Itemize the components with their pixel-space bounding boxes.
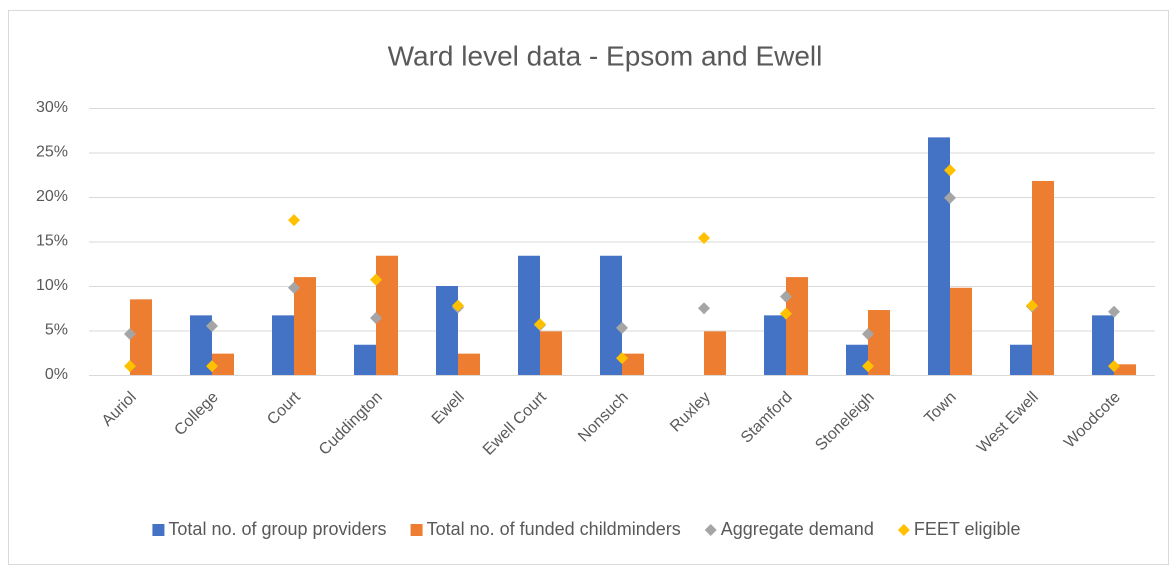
marker [616, 321, 628, 334]
y-tick-label: 20% [36, 188, 68, 205]
bar [868, 310, 890, 375]
marker [124, 360, 136, 373]
bar [846, 344, 868, 375]
bar [272, 315, 294, 375]
marker [780, 290, 792, 303]
marker [862, 328, 874, 341]
bar [436, 286, 458, 375]
marker [370, 273, 382, 286]
marker [206, 360, 218, 373]
legend-swatch [897, 524, 910, 536]
legend-label: Total no. of funded childminders [427, 519, 681, 539]
bar [950, 287, 972, 375]
marker [124, 328, 136, 341]
y-tick-label: 25% [36, 144, 68, 161]
y-tick-label: 10% [36, 277, 68, 294]
marker [698, 231, 710, 244]
legend-label: Aggregate demand [721, 519, 874, 539]
marker [452, 299, 464, 312]
bar [212, 353, 234, 375]
marker [862, 360, 874, 373]
bar [376, 255, 398, 375]
y-tick-label: 0% [45, 366, 68, 383]
bar [130, 299, 152, 375]
bar [540, 331, 562, 375]
bar [294, 277, 316, 375]
marker [288, 281, 300, 294]
marker [370, 312, 382, 325]
legend-swatch [704, 524, 717, 536]
bar [518, 255, 540, 375]
marker [206, 320, 218, 333]
bar [190, 315, 212, 375]
marker [288, 214, 300, 227]
chart-frame [8, 10, 1169, 565]
marker [780, 307, 792, 320]
bar [600, 255, 622, 375]
y-tick-label: 5% [45, 322, 68, 339]
bar [1114, 364, 1136, 375]
marker [944, 191, 956, 204]
bar [928, 137, 950, 375]
marker [1108, 305, 1120, 318]
legend-label: Total no. of group providers [168, 519, 386, 539]
legend-swatch [152, 524, 165, 536]
marker [1026, 299, 1038, 312]
bar [1092, 315, 1114, 375]
bar [1010, 344, 1032, 375]
bar [622, 353, 644, 375]
y-tick-label: 15% [36, 233, 68, 250]
chart-title: Ward level data - Epsom and Ewell [388, 40, 823, 71]
bar [704, 331, 726, 375]
marker [944, 164, 956, 177]
marker [616, 352, 628, 365]
marker [534, 318, 546, 331]
bar [458, 353, 480, 375]
y-tick-label: 30% [36, 99, 68, 116]
bar [786, 277, 808, 375]
marker [1108, 360, 1120, 373]
bar [764, 315, 786, 375]
marker [698, 302, 710, 315]
legend-swatch [410, 524, 423, 536]
legend-label: FEET eligible [914, 519, 1021, 539]
bar [354, 344, 376, 375]
bar [1032, 180, 1054, 375]
